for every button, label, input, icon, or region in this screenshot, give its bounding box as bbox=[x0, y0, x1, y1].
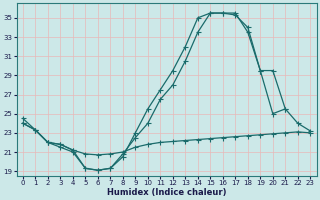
X-axis label: Humidex (Indice chaleur): Humidex (Indice chaleur) bbox=[107, 188, 226, 197]
